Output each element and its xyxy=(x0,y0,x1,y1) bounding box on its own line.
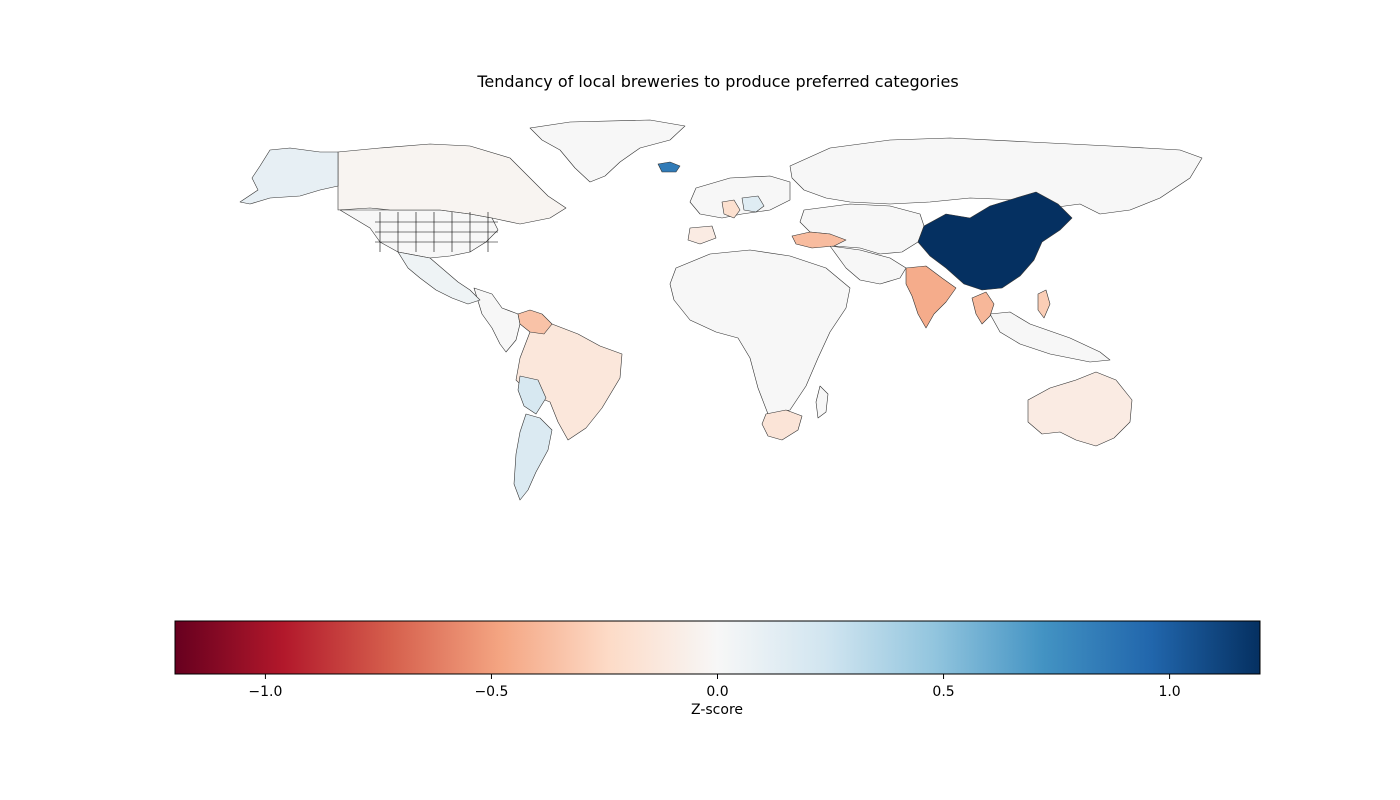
region-venezuela xyxy=(517,309,553,335)
colorbar-tick-label: −0.5 xyxy=(474,684,508,700)
region-bolivia xyxy=(517,375,547,415)
colorbar-label: Z-score xyxy=(691,702,743,718)
country-region xyxy=(473,287,521,353)
region-poland xyxy=(741,195,765,213)
region-south-africa xyxy=(761,409,803,441)
region-thailand xyxy=(971,291,995,325)
region-canada xyxy=(337,143,567,225)
region-mexico xyxy=(397,251,481,305)
country-region xyxy=(339,209,499,259)
chart-title: Tendancy of local breweries to produce p… xyxy=(477,72,959,91)
region-germany xyxy=(721,199,741,219)
region-iceland xyxy=(657,161,681,173)
world-map xyxy=(239,119,1203,501)
region-spain xyxy=(687,225,717,245)
colorbar-tick-label: 0.0 xyxy=(706,684,728,700)
region-philippines xyxy=(1037,289,1051,319)
region-turkey xyxy=(791,231,847,249)
region-china xyxy=(917,191,1073,291)
colorbar-gradient xyxy=(174,620,1261,675)
country-region xyxy=(989,311,1111,363)
region-russia xyxy=(789,137,1203,215)
region-africa-rest xyxy=(669,249,851,415)
region-greenland xyxy=(529,119,686,183)
country-region xyxy=(829,245,907,285)
region-india xyxy=(905,265,957,329)
region-australia xyxy=(1027,371,1133,447)
colorbar-tick-label: 0.5 xyxy=(932,684,954,700)
colorbar-tick-label: −1.0 xyxy=(248,684,282,700)
colorbar-tick-label: 1.0 xyxy=(1158,684,1180,700)
region-argentina xyxy=(513,413,553,501)
region-alaska xyxy=(239,147,339,205)
country-region xyxy=(815,385,829,419)
country-region xyxy=(689,175,791,219)
